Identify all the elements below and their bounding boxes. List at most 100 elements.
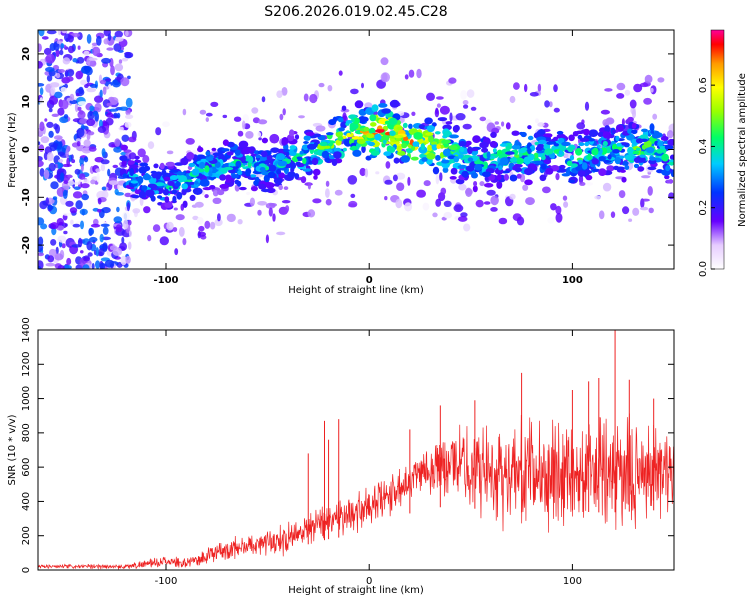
spectrogram-blob: [536, 150, 545, 154]
spectrogram-speckle: [76, 141, 81, 147]
spectrogram-blob: [388, 146, 396, 153]
spectrogram-blob: [249, 174, 257, 178]
spectrogram-blob: [226, 151, 234, 156]
spectrogram-blob: [656, 148, 664, 154]
spectrogram-blob: [266, 187, 276, 194]
spectrogram-speckle: [318, 82, 325, 88]
spectrogram-blob: [424, 117, 433, 125]
spectrogram-blob: [401, 142, 408, 149]
spectrogram-speckle: [113, 112, 118, 119]
spectrogram-speckle: [396, 182, 405, 191]
spectrogram-blob: [407, 144, 412, 148]
spectrogram-speckle: [128, 136, 137, 143]
spectrogram-speckle: [594, 195, 601, 200]
colorbar-tick-label: 0.6: [698, 77, 709, 93]
spectrogram-blob: [633, 163, 640, 169]
spectrogram-speckle: [350, 193, 356, 198]
spectrogram-speckle: [54, 253, 64, 261]
spectrogram-blob: [393, 134, 404, 139]
spectrogram-speckle: [41, 36, 49, 40]
spectrogram-blob: [186, 152, 195, 160]
spectrogram-blob: [561, 141, 571, 147]
spectrogram-blob: [577, 170, 586, 177]
spectrogram-blob: [129, 164, 139, 169]
spectrogram-speckle: [348, 200, 358, 208]
spectrogram-blob: [261, 188, 270, 193]
spectrogram-blob: [598, 156, 606, 162]
spectrogram-speckle: [52, 196, 58, 201]
spectrogram-speckle: [92, 46, 101, 57]
spectrogram-speckle: [61, 243, 66, 249]
spectrogram-speckle: [479, 181, 485, 187]
spectrogram-speckle: [44, 118, 48, 122]
spectrogram-speckle: [48, 162, 56, 172]
spectrogram-speckle: [83, 256, 91, 262]
spectrogram-y-tick-label: -10: [21, 188, 32, 206]
spectrogram-speckle: [106, 102, 113, 107]
spectrogram-speckle: [462, 123, 472, 130]
spectrogram-blob: [661, 153, 669, 162]
spectrogram-blob: [627, 116, 634, 122]
spectrogram-speckle: [95, 247, 100, 257]
spectrogram-speckle: [256, 131, 262, 138]
spectrogram-blob: [340, 121, 347, 129]
spectrogram-speckle: [197, 231, 206, 237]
spectrogram-blob: [553, 149, 561, 154]
spectrogram-speckle: [380, 72, 390, 83]
spectrogram-blob: [289, 145, 297, 150]
spectrogram-speckle: [147, 234, 152, 242]
spectrogram-blob: [441, 159, 450, 164]
spectrogram-blob: [131, 194, 140, 199]
spectrogram-blob: [546, 141, 554, 145]
spectrogram-speckle: [555, 205, 562, 215]
spectrogram-blob: [283, 186, 289, 191]
spectrogram-blob: [631, 150, 640, 155]
spectrogram-blob: [192, 187, 203, 195]
spectrogram-marks: [38, 30, 674, 269]
spectrogram-blob: [212, 190, 219, 197]
spectrogram-blob: [223, 163, 230, 168]
spectrogram-speckle: [395, 172, 406, 180]
spectrogram-blob: [598, 168, 607, 177]
spectrogram-blob: [400, 155, 410, 163]
spectrogram-blob: [486, 151, 491, 159]
spectrogram-speckle: [120, 255, 127, 266]
spectrogram-blob: [247, 176, 258, 180]
spectrogram-blob: [457, 164, 468, 169]
snr-x-label: Height of straight line (km): [288, 585, 424, 596]
spectrogram-speckle: [48, 130, 54, 138]
snr-y-tick-label: 800: [21, 423, 32, 442]
spectrogram-blob: [664, 144, 674, 151]
spectrogram-speckle: [652, 113, 658, 120]
spectrogram-blob: [302, 157, 307, 165]
spectrogram-blob: [540, 163, 547, 170]
spectrogram-blob: [276, 153, 285, 161]
spectrogram-blob: [631, 122, 637, 129]
spectrogram-speckle: [307, 182, 311, 190]
spectrogram-blob: [138, 191, 146, 199]
spectrogram-speckle: [86, 118, 96, 127]
spectrogram-blob: [145, 189, 155, 197]
spectrogram-speckle: [125, 30, 129, 37]
spectrogram-blob: [325, 157, 330, 163]
spectrogram-speckle: [39, 200, 48, 210]
spectrogram-speckle: [633, 83, 643, 93]
spectrogram-blob: [555, 173, 560, 181]
spectrogram-speckle: [604, 88, 613, 92]
spectrogram-speckle: [563, 201, 569, 208]
spectrogram-blob: [481, 147, 489, 153]
spectrogram-speckle: [118, 126, 125, 131]
spectrogram-speckle: [113, 146, 122, 153]
spectrogram-blob: [276, 168, 282, 175]
spectrogram-speckle: [547, 217, 555, 224]
spectrogram-speckle: [509, 95, 516, 104]
spectrogram-speckle: [60, 86, 67, 93]
spectrogram-x-tick-label: -100: [153, 275, 178, 286]
spectrogram-speckle: [116, 112, 121, 119]
spectrogram-speckle: [285, 205, 290, 213]
spectrogram-blob: [431, 122, 437, 127]
spectrogram-speckle: [97, 126, 107, 133]
spectrogram-blob: [167, 180, 175, 186]
spectrogram-blob: [162, 188, 170, 196]
